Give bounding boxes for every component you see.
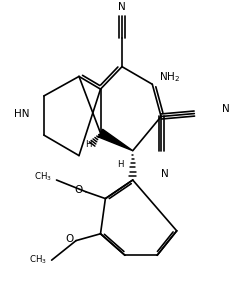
Text: N: N: [161, 169, 169, 179]
Text: NH$_2$: NH$_2$: [159, 70, 180, 84]
Polygon shape: [98, 129, 133, 151]
Text: N: N: [118, 2, 126, 12]
Text: CH$_3$: CH$_3$: [34, 171, 52, 183]
Text: HN: HN: [14, 109, 29, 119]
Text: O: O: [75, 185, 83, 195]
Text: H: H: [117, 160, 123, 169]
Text: N: N: [222, 104, 229, 114]
Text: H: H: [86, 140, 92, 149]
Text: O: O: [65, 234, 73, 244]
Text: CH$_3$: CH$_3$: [29, 254, 47, 266]
